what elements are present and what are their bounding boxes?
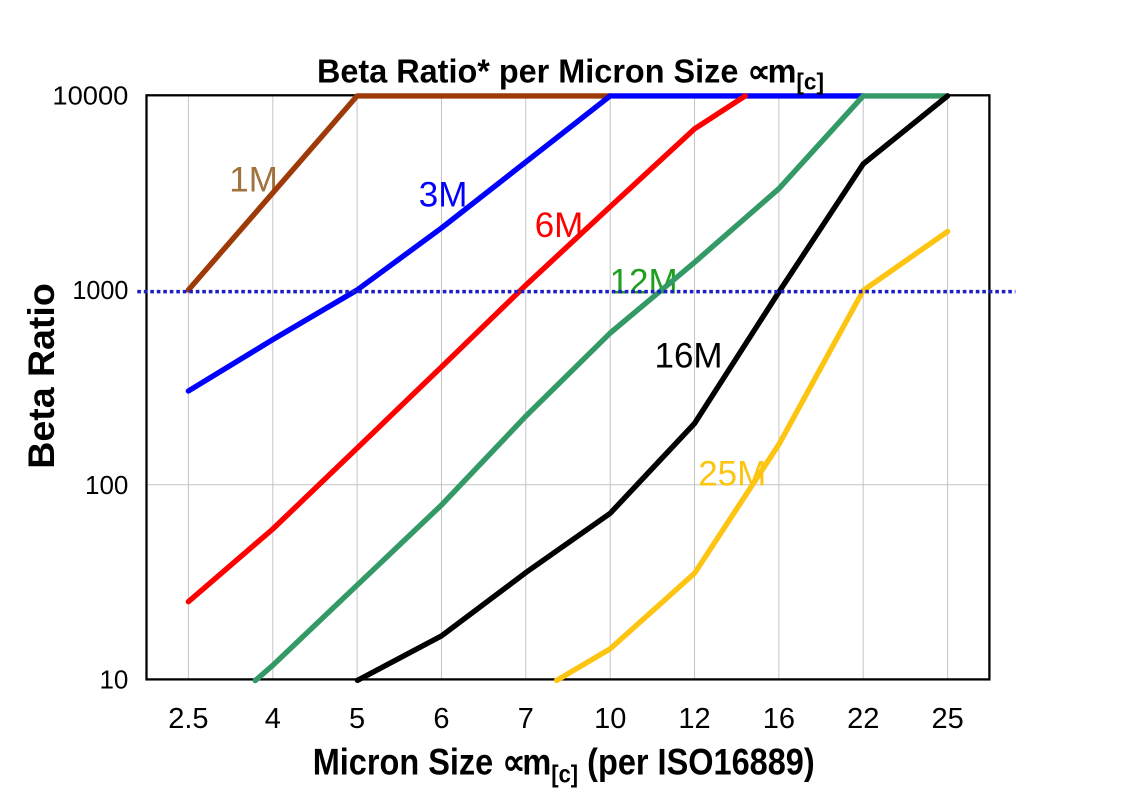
svg-text:12: 12 — [678, 703, 710, 735]
svg-text:6: 6 — [433, 703, 449, 735]
svg-text:10000: 10000 — [52, 81, 128, 111]
svg-text:100: 100 — [85, 470, 128, 500]
svg-text:22: 22 — [847, 703, 879, 735]
svg-text:25M: 25M — [698, 454, 766, 493]
svg-text:4: 4 — [265, 703, 281, 735]
svg-text:2.5: 2.5 — [168, 703, 208, 735]
svg-text:16: 16 — [763, 703, 795, 735]
svg-text:1000: 1000 — [72, 275, 128, 305]
svg-text:7: 7 — [518, 703, 534, 735]
svg-text:10: 10 — [594, 703, 626, 735]
svg-text:Beta Ratio: Beta Ratio — [20, 283, 62, 468]
svg-text:Beta Ratio* per Micron Size ∝m: Beta Ratio* per Micron Size ∝m[c] — [317, 52, 824, 94]
svg-text:25: 25 — [931, 703, 963, 735]
svg-text:10: 10 — [99, 665, 128, 695]
svg-text:12M: 12M — [610, 263, 678, 302]
svg-text:3M: 3M — [419, 176, 468, 215]
svg-text:16M: 16M — [655, 336, 723, 375]
svg-text:5: 5 — [349, 703, 365, 735]
